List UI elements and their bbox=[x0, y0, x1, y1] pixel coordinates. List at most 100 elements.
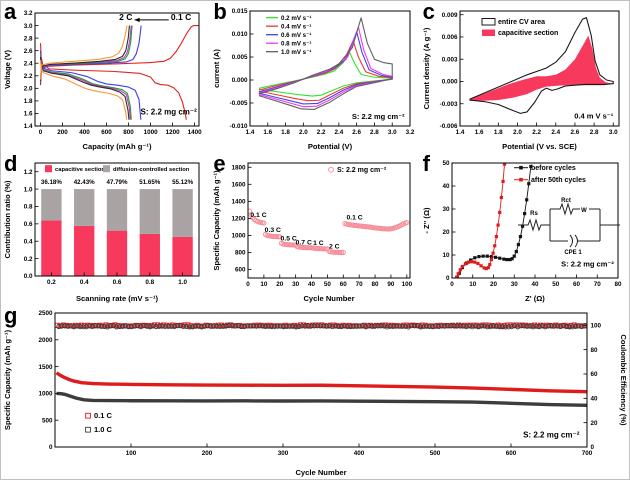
y-tick-label: 0.009 bbox=[441, 12, 457, 19]
marker-open-circle bbox=[56, 323, 62, 330]
marker-open-circle bbox=[518, 323, 524, 329]
bar-diffusion-controlled section bbox=[74, 189, 95, 226]
marker-open-circle bbox=[253, 323, 259, 329]
plot-border bbox=[249, 10, 411, 127]
marker-filled-square bbox=[502, 163, 506, 166]
marker-open-circle bbox=[494, 323, 500, 329]
marker-open-circle bbox=[171, 324, 177, 330]
marker-open-circle bbox=[62, 323, 68, 329]
marker-open-circle bbox=[500, 324, 506, 330]
annotation-text: 2 C bbox=[329, 243, 340, 250]
series-line-1.0 C capacity bbox=[56, 391, 587, 407]
marker-open-circle bbox=[557, 324, 563, 330]
annotation-text: 47.79% bbox=[107, 179, 128, 186]
legend-label: 1.0 C bbox=[94, 425, 113, 434]
marker-open-circle bbox=[304, 245, 310, 251]
y-tick-label: 800 bbox=[235, 250, 246, 257]
y2-tick-label: 100 bbox=[591, 323, 602, 330]
marker-open-circle bbox=[98, 323, 104, 329]
marker-filled-square bbox=[497, 210, 501, 215]
marker-open-circle bbox=[337, 249, 343, 255]
annotation-text: 0.1 C bbox=[171, 12, 191, 22]
marker-open-circle bbox=[269, 324, 275, 330]
chart-d: 0.2 0.4 0.6 0.8 1.0 0.0 0.2 0.4 0.6 0.8 1.0 1.2 Scan… bbox=[1, 155, 207, 305]
marker-open-circle bbox=[68, 323, 74, 329]
marker-open-circle bbox=[414, 323, 421, 329]
y-tick-label: 30 bbox=[442, 206, 450, 213]
marker-open-circle bbox=[430, 324, 436, 330]
bar-diffusion-controlled section bbox=[106, 189, 128, 231]
legend-label: capacitive section bbox=[55, 167, 105, 173]
circuit-rs-label: Rs bbox=[530, 211, 538, 217]
y-tick-label: 1600 bbox=[232, 181, 247, 188]
marker-open-circle bbox=[150, 323, 156, 329]
circuit-rct-label: Rct bbox=[561, 198, 571, 204]
marker-open-circle bbox=[65, 323, 71, 329]
marker-open-circle bbox=[232, 323, 238, 329]
y-axis-label: Contribution ratio (%) bbox=[3, 180, 12, 259]
marker-open-circle bbox=[326, 323, 332, 329]
marker-open-circle bbox=[83, 324, 89, 330]
marker-open-circle bbox=[433, 323, 439, 329]
series-line-1 C charge bbox=[39, 25, 130, 81]
marker-open-circle bbox=[107, 323, 114, 329]
marker-open-circle bbox=[366, 323, 372, 329]
series-layer bbox=[39, 25, 199, 120]
marker-open-circle bbox=[354, 323, 360, 329]
marker-open-square bbox=[79, 322, 85, 328]
marker-filled-square bbox=[458, 268, 462, 272]
marker-open-circle bbox=[59, 323, 65, 329]
x-tick-label: 200 bbox=[202, 450, 213, 457]
marker-open-circle bbox=[266, 323, 272, 329]
marker-open-circle bbox=[396, 323, 402, 329]
marker-open-circle bbox=[126, 324, 132, 330]
marker-filled-square bbox=[460, 264, 464, 269]
marker-filled-square bbox=[484, 266, 488, 271]
marker-filled-square bbox=[496, 223, 500, 227]
legend-swatch bbox=[45, 165, 52, 173]
marker-filled-square bbox=[472, 256, 477, 260]
marker-open-circle bbox=[384, 324, 390, 330]
legend-label: before cycles bbox=[531, 165, 576, 172]
y-tick-label: 0.006 bbox=[441, 34, 457, 41]
x-tick-label: 2.8 bbox=[589, 129, 598, 136]
marker-open-circle bbox=[323, 323, 329, 329]
x-tick-label: 50 bbox=[324, 281, 332, 288]
x-tick-label: 80 bbox=[372, 281, 380, 288]
marker-filled-square bbox=[505, 258, 509, 262]
chart-c: 1.4 1.6 1.8 2.0 2.2 2.4 2.6 2.8 3.0 -0.006 -0.003 0… bbox=[419, 3, 626, 153]
panel-g: g 100 200 300 400 500 600 700 0 500 1000 1500 2000 2… bbox=[1, 303, 629, 479]
marker-open-circle bbox=[101, 323, 107, 329]
marker-open-circle bbox=[554, 323, 560, 329]
y2-axis-label: Coulombic Efficiency (%) bbox=[619, 334, 627, 426]
marker-open-circle bbox=[272, 323, 278, 329]
marker-open-circle bbox=[261, 220, 267, 226]
marker-open-circle bbox=[308, 323, 314, 329]
marker-open-square bbox=[85, 412, 91, 419]
x-axis-label: Cycle Number bbox=[304, 294, 355, 303]
x-tick-label: 2.0 bbox=[513, 129, 522, 136]
marker-open-circle bbox=[285, 242, 291, 248]
x-tick-label: 600 bbox=[506, 450, 517, 457]
x-axis-label: Capacity (mAh g⁻¹) bbox=[83, 142, 152, 151]
plot-border bbox=[54, 312, 588, 448]
marker-open-circle bbox=[287, 323, 293, 329]
marker-open-circle bbox=[333, 249, 339, 255]
x-tick-label: 30 bbox=[510, 281, 518, 288]
y-axis-label: Specific Capacity (mAh g⁻¹) bbox=[3, 329, 12, 430]
marker-open-circle bbox=[481, 323, 487, 329]
marker-open-circle bbox=[180, 323, 186, 330]
marker-open-circle bbox=[503, 324, 509, 330]
marker-open-circle bbox=[402, 323, 408, 329]
marker-open-circle bbox=[427, 323, 433, 329]
x-tick-label: 800 bbox=[123, 129, 134, 136]
annotation-text: 51.65% bbox=[139, 179, 160, 186]
marker-filled-square bbox=[481, 254, 485, 258]
marker-open-circle bbox=[165, 323, 171, 329]
marker-open-circle bbox=[156, 323, 162, 329]
marker-filled-square bbox=[501, 257, 506, 261]
marker-filled-square bbox=[497, 256, 501, 260]
x-tick-label: 700 bbox=[582, 450, 593, 457]
x-tick-label: 50 bbox=[552, 281, 560, 288]
x-tick-label: 1.4 bbox=[455, 129, 464, 136]
